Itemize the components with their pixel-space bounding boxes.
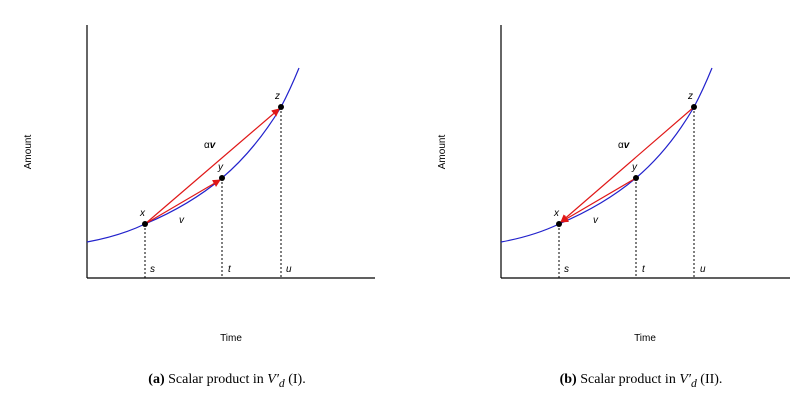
bold-v: v: [210, 140, 217, 151]
point-y: [219, 175, 225, 181]
caption-a: (a) Scalar product in V′d (I).: [77, 372, 377, 390]
point-z-label: z: [274, 91, 280, 102]
point-x-label: x: [139, 208, 146, 219]
alpha-symbol: α: [618, 140, 624, 151]
tick-label-u: u: [700, 264, 706, 275]
point-y-label: y: [631, 162, 638, 173]
point-z: [691, 104, 697, 110]
caption-symbol: V: [267, 372, 276, 387]
tick-label-s: s: [150, 264, 155, 275]
caption-sub: d: [690, 376, 697, 390]
caption-text: Scalar product in: [168, 372, 264, 387]
alpha-v-label: αv: [618, 140, 631, 151]
tick-label-u: u: [286, 264, 292, 275]
vector-v: [144, 179, 221, 225]
caption-suffix: (II).: [700, 372, 723, 387]
caption-b: (b) Scalar product in V′d (II).: [491, 372, 791, 390]
panel-a: Amount Time x y z v αv s t u: [23, 25, 375, 344]
tick-label-t: t: [228, 264, 232, 275]
caption-prime: ′: [687, 372, 691, 387]
point-y: [633, 175, 639, 181]
y-axis-label: Amount: [23, 135, 34, 170]
growth-curve: [86, 67, 300, 243]
caption-text: Scalar product in: [580, 372, 676, 387]
x-axis-label: Time: [634, 333, 656, 344]
caption-symbol: V: [679, 372, 688, 387]
caption-prime: ′: [275, 372, 279, 387]
point-z-label: z: [687, 91, 693, 102]
v-label: v: [593, 215, 599, 226]
vector-alpha-v: [560, 106, 695, 223]
panel-b: Amount Time x y z v αv s t u: [437, 25, 790, 344]
point-z: [278, 104, 284, 110]
bold-v: v: [624, 140, 631, 151]
tick-label-t: t: [642, 264, 646, 275]
v-label: v: [179, 215, 185, 226]
caption-sub: d: [278, 376, 285, 390]
alpha-v-label: αv: [204, 140, 217, 151]
caption-suffix: (I).: [288, 372, 306, 387]
point-x: [556, 221, 562, 227]
caption-tag: (b): [559, 372, 577, 387]
caption-tag: (a): [148, 372, 165, 387]
point-x-label: x: [553, 208, 560, 219]
vector-v: [560, 177, 637, 223]
vector-alpha-v: [144, 108, 280, 225]
tick-label-s: s: [564, 264, 569, 275]
point-x: [142, 221, 148, 227]
point-y-label: y: [217, 162, 224, 173]
alpha-symbol: α: [204, 140, 210, 151]
y-axis-label: Amount: [437, 135, 448, 170]
x-axis-label: Time: [220, 333, 242, 344]
growth-curve: [500, 67, 713, 243]
